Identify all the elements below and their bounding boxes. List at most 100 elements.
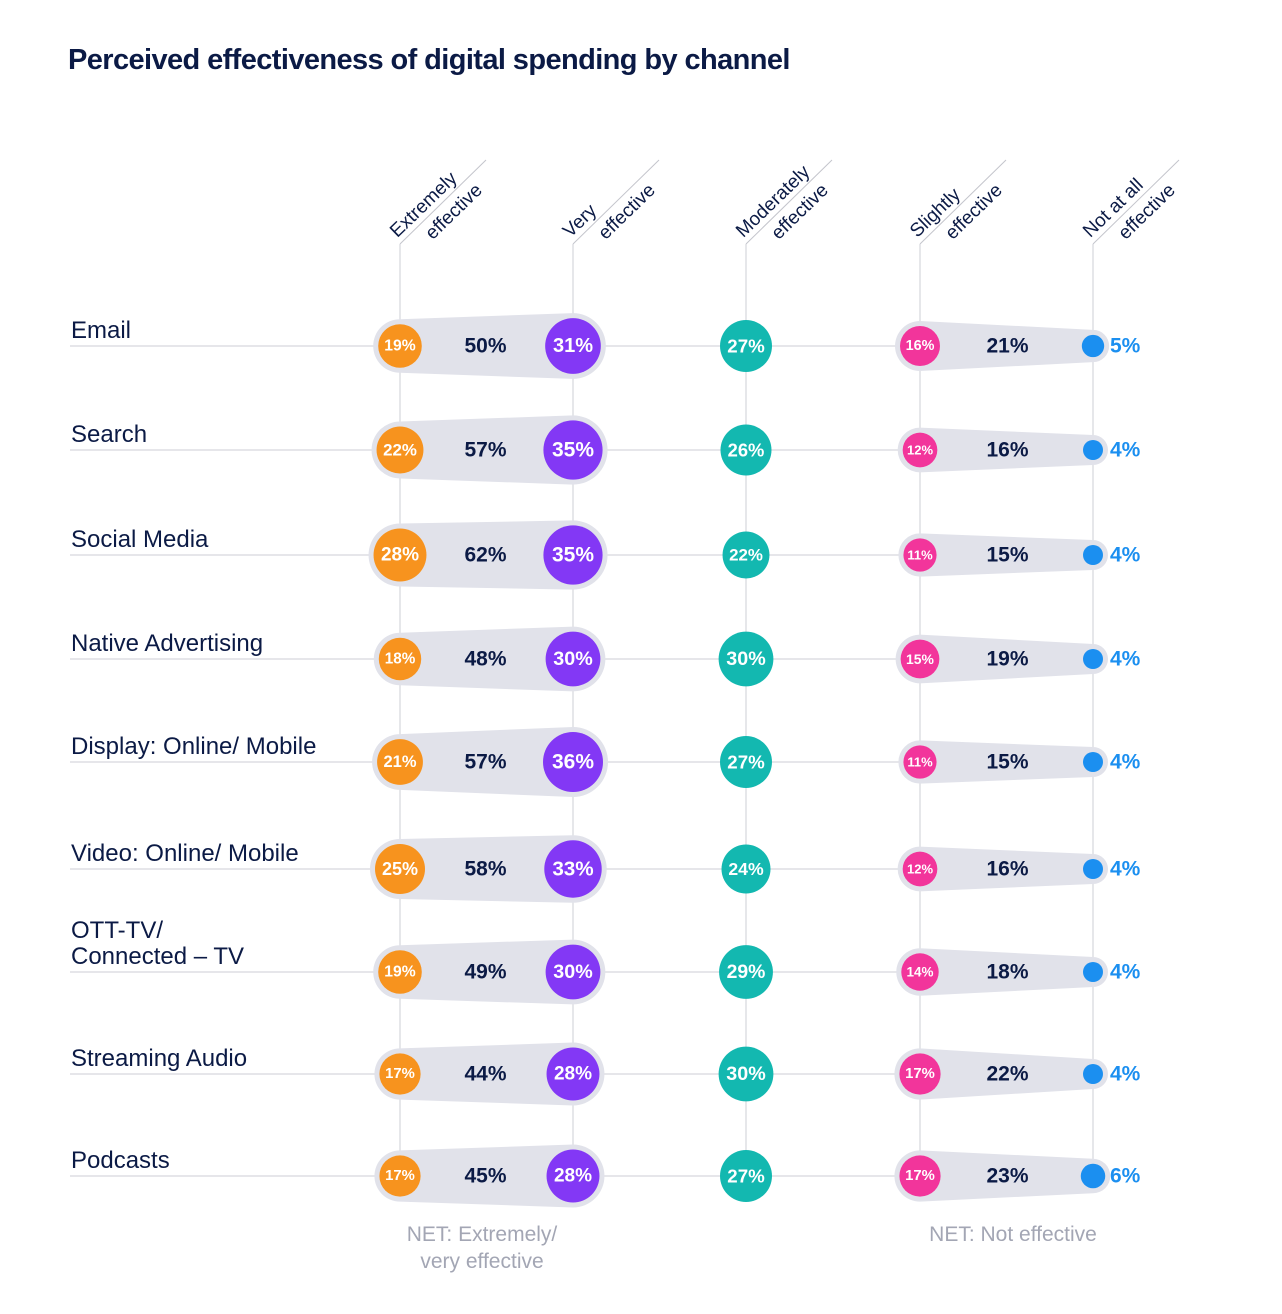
value-bubble bbox=[1083, 962, 1103, 982]
value-bubble bbox=[544, 840, 602, 898]
value-label: 15% bbox=[906, 651, 935, 667]
value-label: 28% bbox=[381, 545, 419, 566]
column-header-rule bbox=[1092, 159, 1180, 245]
net-value-label: 48% bbox=[464, 648, 506, 671]
value-label: 4% bbox=[1110, 439, 1141, 462]
value-bubble bbox=[378, 950, 422, 994]
column-header-rule bbox=[399, 159, 487, 245]
value-label: 11% bbox=[907, 755, 933, 770]
value-bubble bbox=[1083, 545, 1103, 565]
value-bubble bbox=[720, 1150, 772, 1202]
net-value-label: 16% bbox=[986, 439, 1028, 462]
column-header-text: effective bbox=[594, 180, 659, 244]
value-label: 30% bbox=[553, 961, 592, 983]
column-header-rule bbox=[572, 159, 660, 245]
value-label: 28% bbox=[554, 1064, 592, 1085]
net-capsule bbox=[374, 1144, 605, 1208]
column-header-rule bbox=[919, 159, 1007, 245]
value-label: 27% bbox=[727, 752, 765, 773]
net-value-label: 23% bbox=[986, 1165, 1028, 1188]
value-bubble bbox=[899, 1155, 941, 1197]
net-capsule bbox=[894, 1150, 1111, 1202]
value-label: 12% bbox=[907, 862, 933, 877]
net-capsule bbox=[373, 626, 606, 692]
value-label: 17% bbox=[385, 1168, 415, 1184]
row-label: Social Media bbox=[71, 526, 209, 553]
value-bubble bbox=[373, 528, 427, 582]
value-bubble bbox=[1083, 649, 1103, 669]
value-label: 19% bbox=[384, 964, 415, 981]
row-label: Podcasts bbox=[71, 1147, 170, 1174]
value-label: 25% bbox=[382, 859, 418, 879]
value-bubble bbox=[899, 1053, 941, 1095]
net-effective-label: very effective bbox=[420, 1250, 543, 1273]
value-label: 4% bbox=[1110, 648, 1141, 671]
bubbles: 19% 31% 27% 16% 5% 22% 35% 26% 12% 4% 28% 35% 22% 11%… bbox=[373, 318, 1141, 1203]
value-bubble bbox=[543, 732, 603, 792]
value-bubble bbox=[545, 318, 601, 374]
value-bubble bbox=[720, 424, 772, 476]
value-bubble bbox=[545, 944, 601, 1000]
row-label: Native Advertising bbox=[71, 630, 263, 657]
net-value-label: 15% bbox=[986, 544, 1028, 567]
value-bubble bbox=[902, 432, 938, 468]
value-bubble bbox=[719, 945, 773, 999]
net-not-effective-label: NET: Not effective bbox=[929, 1223, 1097, 1246]
column-header-rule bbox=[745, 159, 833, 245]
value-bubble bbox=[721, 844, 771, 894]
value-label: 26% bbox=[728, 440, 765, 461]
chart-title: Perceived effectiveness of digital spend… bbox=[68, 44, 790, 76]
row-label: Search bbox=[71, 421, 147, 448]
value-label: 27% bbox=[727, 336, 765, 357]
value-label: 28% bbox=[554, 1166, 592, 1187]
net-value-label: 62% bbox=[464, 544, 506, 567]
net-capsule bbox=[895, 321, 1110, 371]
value-label: 30% bbox=[726, 648, 765, 670]
value-label: 4% bbox=[1110, 961, 1141, 984]
value-label: 35% bbox=[552, 544, 594, 567]
row-label: Email bbox=[71, 317, 131, 344]
row-label: Video: Online/ Mobile bbox=[71, 840, 299, 867]
value-label: 21% bbox=[384, 753, 417, 771]
net-capsule bbox=[897, 427, 1108, 473]
net-capsule bbox=[895, 634, 1108, 684]
value-label: 6% bbox=[1110, 1165, 1141, 1188]
net-value-label: 44% bbox=[464, 1063, 506, 1086]
value-label: 18% bbox=[385, 651, 416, 668]
value-bubble bbox=[1081, 334, 1105, 358]
value-bubble bbox=[546, 1149, 600, 1203]
value-label: 11% bbox=[907, 548, 933, 563]
value-label: 17% bbox=[385, 1066, 415, 1082]
value-bubble bbox=[375, 844, 425, 894]
value-bubble bbox=[900, 326, 940, 366]
value-bubble bbox=[1083, 859, 1103, 879]
net-effective-label: NET: Extremely/ bbox=[407, 1223, 558, 1246]
net-value-label: 49% bbox=[464, 961, 506, 984]
value-bubble bbox=[545, 631, 601, 687]
value-label: 5% bbox=[1110, 335, 1141, 358]
value-label: 30% bbox=[553, 648, 592, 670]
value-bubble bbox=[1083, 440, 1103, 460]
value-label: 31% bbox=[553, 335, 593, 357]
net-capsule bbox=[371, 415, 608, 485]
value-label: 19% bbox=[384, 338, 415, 355]
value-label: 4% bbox=[1110, 1063, 1141, 1086]
value-label: 4% bbox=[1110, 751, 1141, 774]
net-value-label: 22% bbox=[986, 1063, 1028, 1086]
value-bubble bbox=[1083, 752, 1103, 772]
value-bubble bbox=[378, 637, 422, 681]
value-bubble bbox=[718, 1046, 774, 1102]
net-value-label: 18% bbox=[986, 961, 1028, 984]
value-label: 33% bbox=[552, 858, 593, 881]
row-label: Display: Online/ Mobile bbox=[71, 733, 316, 760]
value-label: 29% bbox=[727, 961, 766, 983]
row-label: Connected – TV bbox=[71, 943, 244, 970]
net-capsule bbox=[898, 533, 1108, 577]
value-bubble bbox=[543, 420, 603, 480]
net-capsule bbox=[894, 1048, 1108, 1100]
value-bubble bbox=[378, 324, 422, 368]
value-bubble bbox=[903, 745, 937, 779]
